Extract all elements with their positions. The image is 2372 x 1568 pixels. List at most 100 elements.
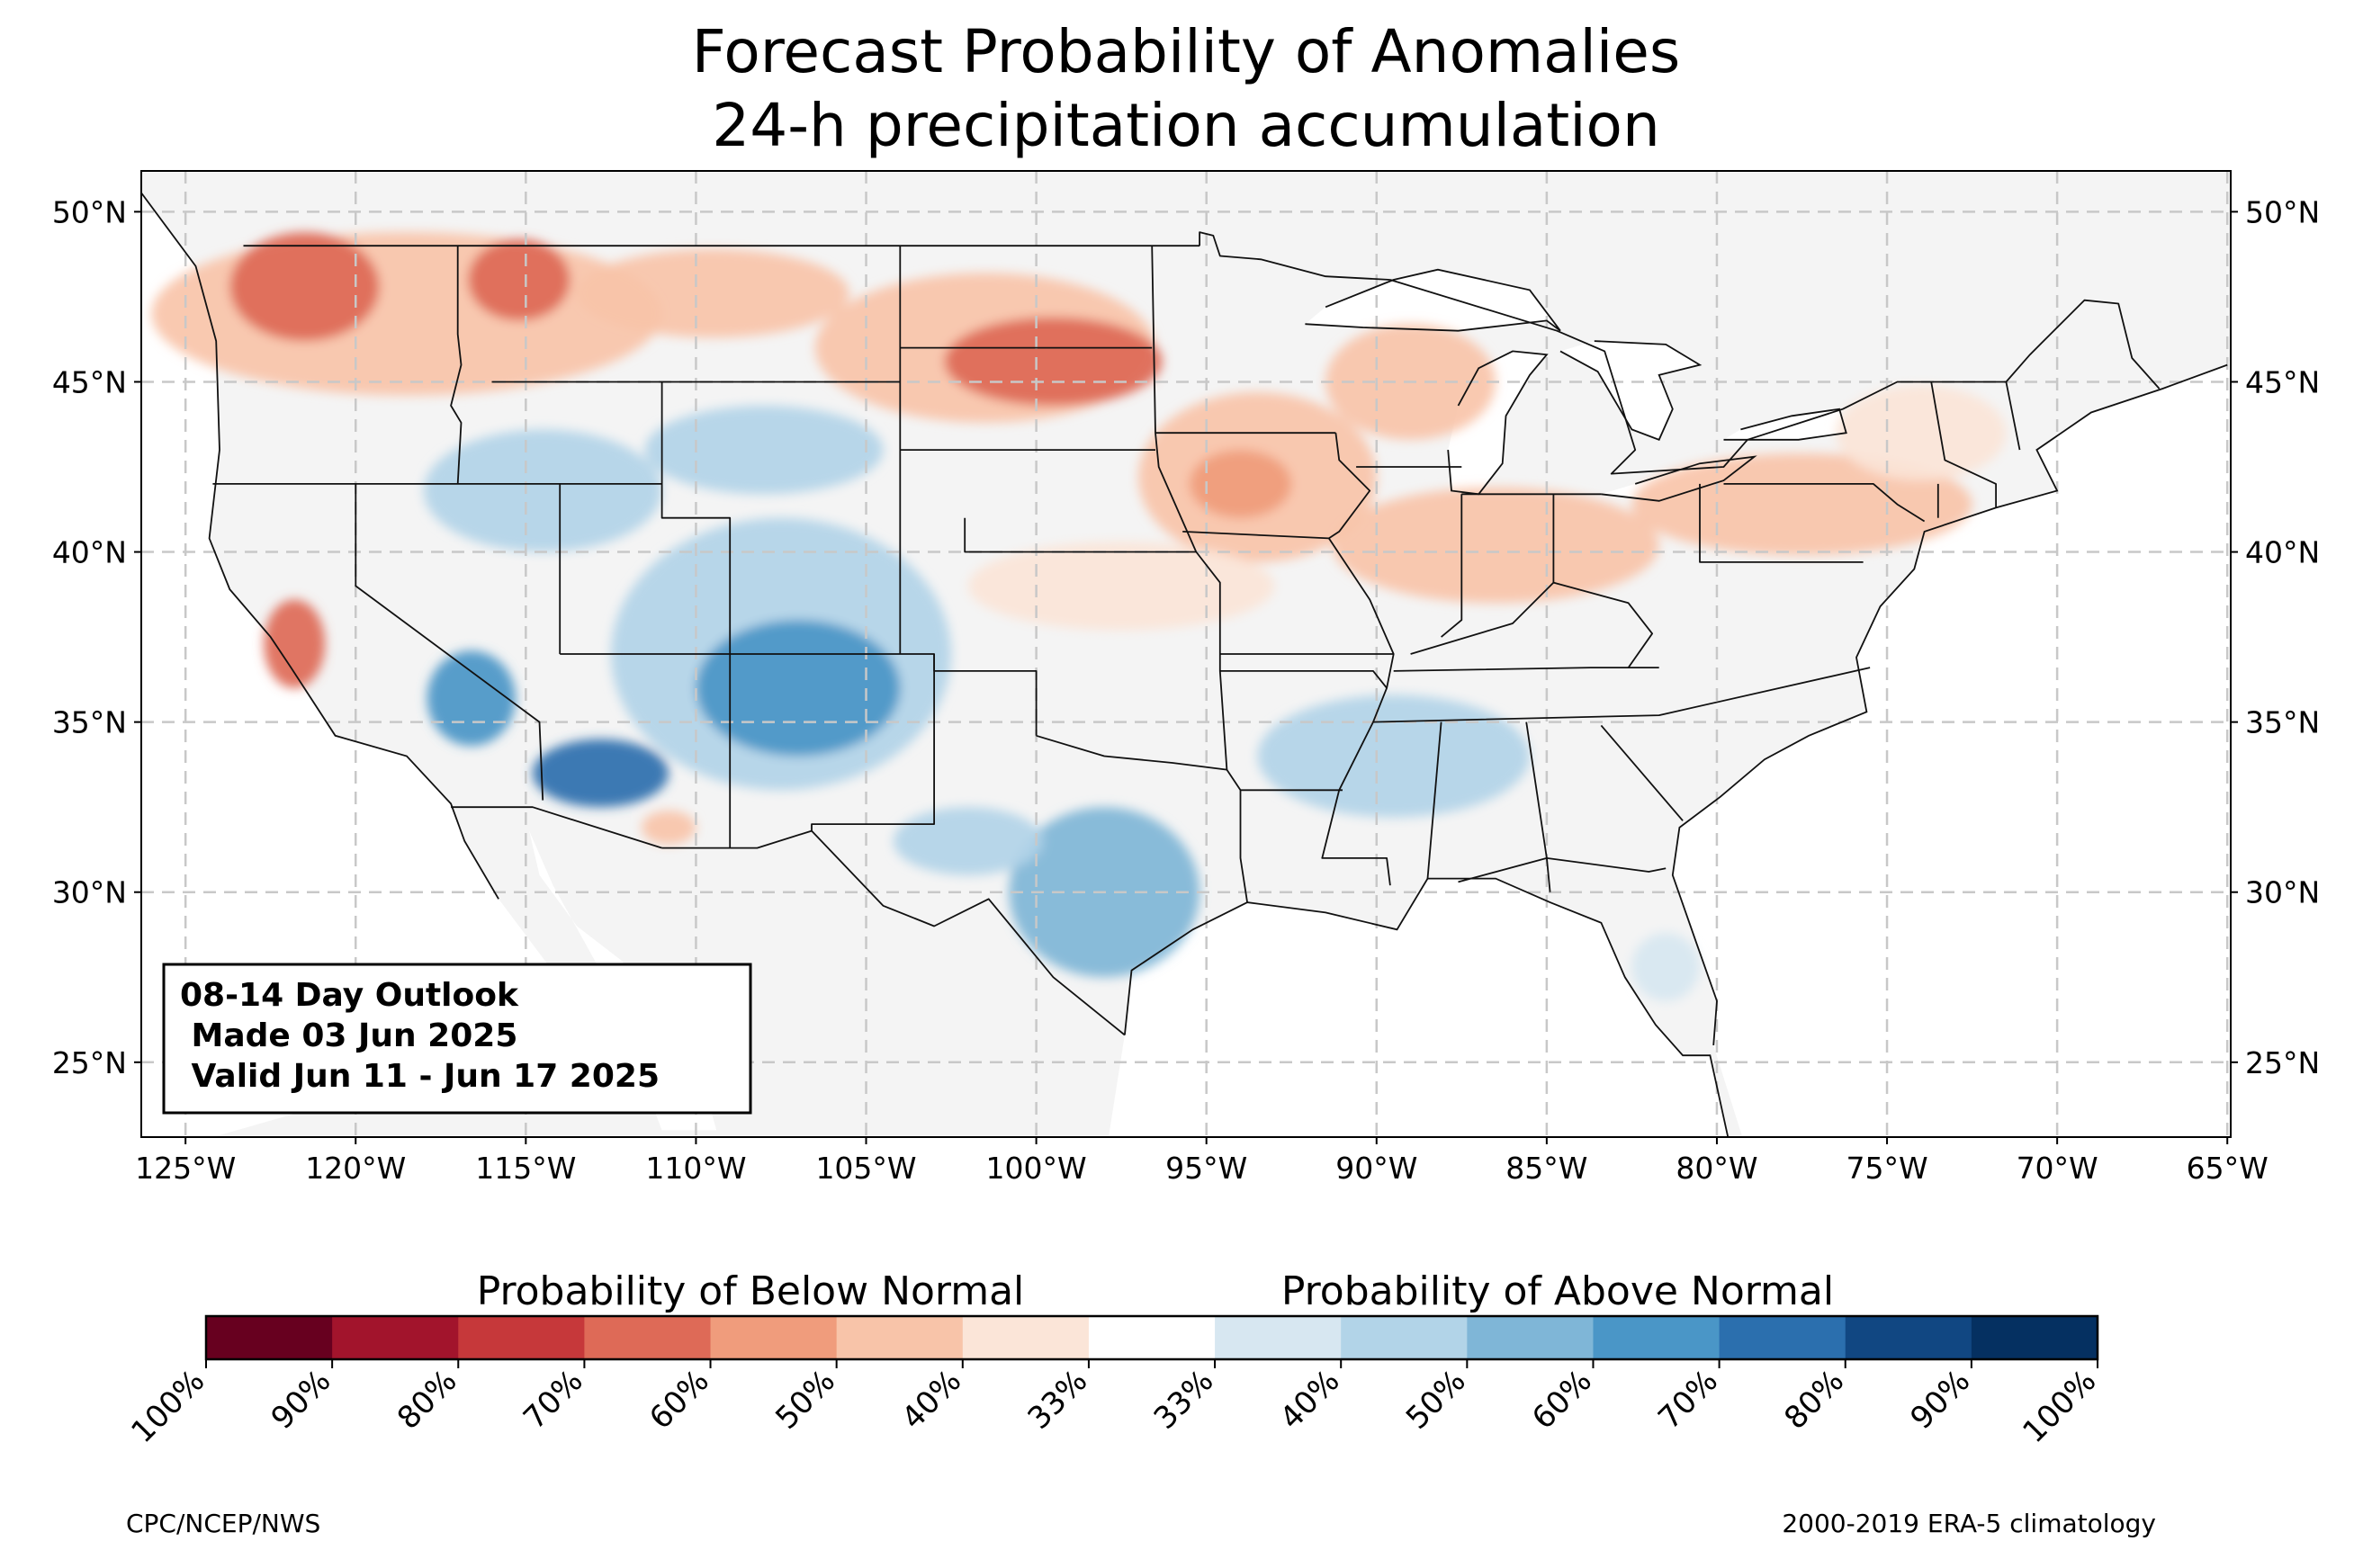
colorbar-swatch — [584, 1316, 712, 1359]
colorbar-tick-label: 60% — [642, 1363, 716, 1437]
colorbar-swatches — [204, 1314, 2099, 1361]
colorbar-swatch — [1215, 1316, 1342, 1359]
border-line — [1426, 721, 1442, 879]
lon-tick-label: 80°W — [1676, 1151, 1757, 1186]
anomaly-region-above — [893, 807, 1044, 875]
anomaly-region-below — [967, 542, 1275, 631]
chart-title-line2: 24-h precipitation accumulation — [712, 91, 1660, 160]
colorbar: Probability of Below Normal Probability … — [124, 1268, 2103, 1450]
outlook-valid-range: Valid Jun 11 - Jun 17 2025 — [180, 1058, 660, 1095]
border-line — [451, 806, 662, 849]
colorbar-tick-label: 90% — [1904, 1363, 1978, 1437]
anomaly-region-above — [1631, 933, 1700, 1001]
border-line — [811, 654, 935, 831]
colorbar-tick-label: 90% — [265, 1363, 338, 1437]
colorbar-tick-label: 40% — [894, 1363, 968, 1437]
border-line — [1036, 734, 1227, 771]
gulf-of-mexico — [1108, 878, 1729, 1137]
anomaly-region-below — [1332, 487, 1659, 604]
map-frame — [140, 170, 2232, 1138]
lon-tick-label: 75°W — [1846, 1151, 1927, 1186]
lat-tick-label-left: 25°N — [52, 1045, 127, 1080]
lon-tick-label: 105°W — [815, 1151, 916, 1186]
border-line — [1389, 279, 2161, 475]
credit-right: 2000-2019 ERA-5 climatology — [1782, 1509, 2156, 1538]
lake-superior — [1305, 269, 1560, 331]
colorbar-swatch — [1341, 1316, 1468, 1359]
anomaly-region-below — [1836, 385, 2007, 481]
anomaly-region-below — [577, 248, 849, 338]
anomaly-region-below — [151, 232, 662, 396]
colorbar-below-label: Probability of Below Normal — [477, 1268, 1025, 1314]
coastline — [1671, 363, 2228, 1045]
colorbar-swatch — [1719, 1316, 1846, 1359]
lat-tick-label-right: 30°N — [2245, 875, 2320, 910]
colorbar-tick-label: 33% — [1147, 1363, 1221, 1437]
coastline — [141, 191, 499, 900]
anomaly-region-above — [423, 429, 662, 552]
lon-tick-label: 90°W — [1335, 1151, 1417, 1186]
anomaly-region-below — [264, 599, 326, 688]
border-line — [355, 483, 544, 801]
map-area: 50°N 50°N 45°N 45°N 40°N 40°N 35°N 35°N 30°N 30°N… — [52, 170, 2320, 1186]
anomaly-region-above — [532, 739, 669, 808]
chart-title-line1: Forecast Probability of Anomalies — [692, 17, 1680, 86]
border-line — [450, 246, 463, 484]
anomaly-region-below — [944, 317, 1163, 406]
anomaly-region-below — [641, 811, 696, 845]
border-line — [1219, 670, 1388, 689]
lat-tick-label-right: 40°N — [2245, 535, 2320, 570]
border-line — [1930, 381, 1998, 508]
border-line — [964, 517, 1197, 553]
axis-ticks: 50°N 50°N 45°N 45°N 40°N 40°N 35°N 35°N 30°N 30°N… — [52, 194, 2320, 1186]
border-line — [661, 829, 1126, 1036]
border-line — [660, 381, 732, 848]
colorbar-swatch — [1971, 1316, 2098, 1359]
colorbar-swatch — [1467, 1316, 1595, 1359]
border-line — [1723, 483, 1926, 523]
lat-tick-label-right: 25°N — [2245, 1045, 2320, 1080]
lat-tick-label-right: 45°N — [2245, 364, 2320, 399]
colorbar-tick-label: 50% — [1399, 1363, 1473, 1437]
lake-ontario — [1723, 408, 1846, 440]
anomaly-region-above — [1257, 694, 1530, 818]
colorbar-tick-label: 70% — [1651, 1363, 1725, 1437]
coastline — [1305, 268, 1561, 332]
lon-tick-label: 110°W — [645, 1151, 746, 1186]
coastline — [1447, 350, 1549, 496]
colorbar-tick-label: 60% — [1525, 1363, 1599, 1437]
lat-tick-label-right: 50°N — [2245, 194, 2320, 229]
colorbar-tick-label: 100% — [2016, 1363, 2103, 1450]
anomaly-region-below — [468, 238, 571, 321]
coastline — [1601, 455, 1757, 502]
outlook-made-date: Made 03 Jun 2025 — [180, 1017, 517, 1054]
colorbar-swatch — [206, 1316, 333, 1359]
anomaly-region-below — [1189, 450, 1292, 518]
colorbar-swatch — [710, 1316, 838, 1359]
colorbar-frame — [204, 1314, 2099, 1361]
lon-tick-label: 95°W — [1165, 1151, 1247, 1186]
colorbar-ticks: 100% 90% 80% 70% 60% 50% 40% 33% 33% 40% 50% 60% 70%… — [124, 1359, 2103, 1450]
lat-tick-label-left: 50°N — [52, 194, 127, 229]
outlook-box: 08-14 Day Outlook Made 03 Jun 2025 Valid… — [162, 963, 752, 1115]
lon-tick-label: 85°W — [1505, 1151, 1587, 1186]
border-line — [1393, 667, 1659, 672]
border-line — [1458, 857, 1667, 883]
colorbar-swatch — [836, 1316, 964, 1359]
colorbar-swatch — [332, 1316, 459, 1359]
coastline — [1723, 408, 1847, 441]
coastline — [1559, 340, 1703, 441]
border-line — [1151, 246, 1248, 903]
border-line — [1182, 531, 1329, 540]
border-line — [1600, 724, 1684, 821]
colorbar-tick-label: 50% — [768, 1363, 842, 1437]
lon-tick-label: 120°W — [305, 1151, 406, 1186]
anomaly-region-above — [696, 620, 901, 757]
anomaly-region-below — [229, 232, 380, 342]
border-line — [1699, 483, 1864, 563]
colorbar-tick-label: 70% — [517, 1363, 590, 1437]
colorbar-swatch — [962, 1316, 1090, 1359]
colorbar-swatch — [458, 1316, 585, 1359]
lon-tick-label: 125°W — [135, 1151, 236, 1186]
